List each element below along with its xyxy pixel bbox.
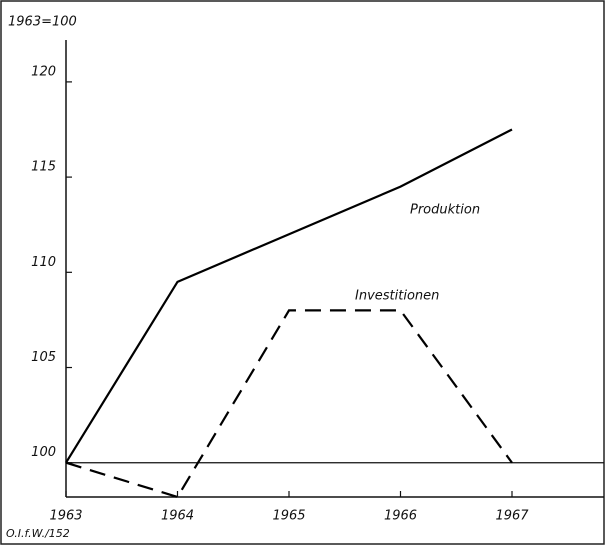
x-tick-label: 1967: [495, 509, 529, 524]
y-tick-label: 115: [31, 160, 56, 175]
series-line: [65, 309, 513, 499]
y-tick-label: 105: [31, 350, 56, 365]
y-tick-label: 120: [31, 64, 56, 79]
series-label: Produktion: [410, 203, 480, 218]
series-line: [65, 128, 513, 464]
y-tick-label: 100: [31, 445, 56, 460]
source-note: O.I.f.W./152: [6, 527, 70, 540]
y-axis-label: 1963=100: [8, 15, 77, 30]
x-tick-label: 1963: [49, 509, 82, 524]
series-label: Investitionen: [355, 289, 439, 304]
x-tick-label: 1964: [161, 509, 194, 524]
x-tick-label: 1965: [272, 509, 305, 524]
x-tick-label: 1966: [384, 509, 417, 524]
y-tick-label: 110: [31, 255, 56, 270]
